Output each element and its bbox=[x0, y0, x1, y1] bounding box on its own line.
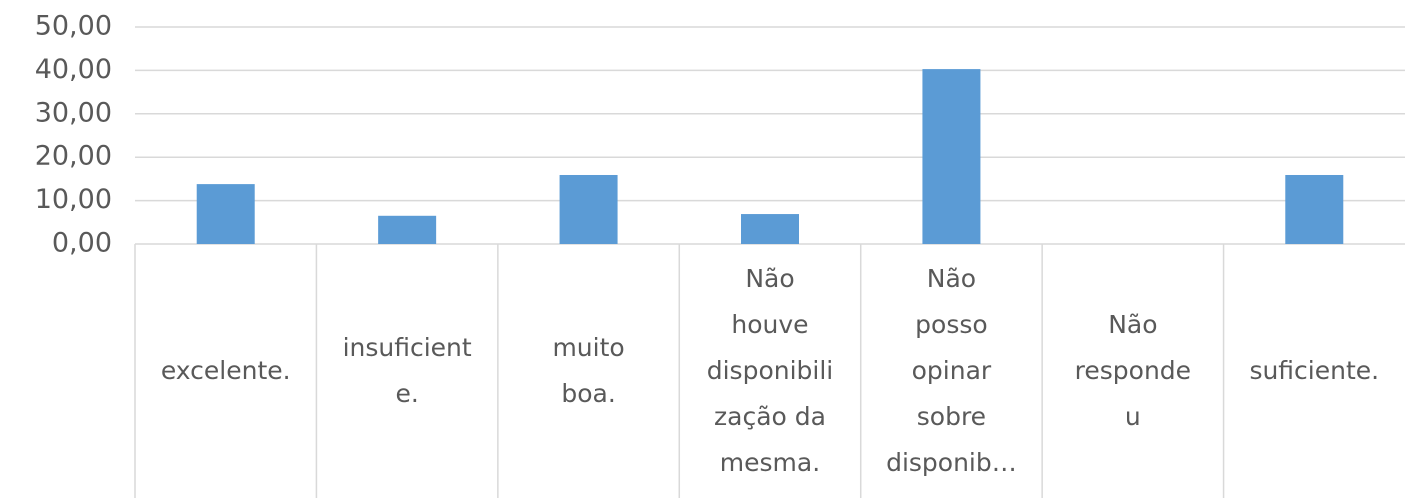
x-tick-label-line: excelente. bbox=[161, 356, 291, 385]
x-tick-label-line: disponib… bbox=[886, 448, 1017, 477]
x-tick-label-line: Não bbox=[1108, 310, 1157, 339]
x-tick-label: excelente. bbox=[161, 356, 291, 385]
x-tick-label: muito boa. bbox=[552, 333, 624, 408]
x-tick-label-line: sobre bbox=[917, 402, 986, 431]
bar bbox=[559, 174, 618, 244]
x-tick-label: Não houve disponibili zação da mesma. bbox=[707, 264, 834, 477]
x-tick-label-line: Não bbox=[927, 264, 976, 293]
y-tick-label: 0,00 bbox=[52, 228, 112, 259]
x-tick-label: Não responde u bbox=[1075, 310, 1191, 431]
y-tick-label: 10,00 bbox=[35, 184, 112, 215]
x-tick-label-line: Não bbox=[745, 264, 794, 293]
x-tick-label-line: houve bbox=[731, 310, 808, 339]
x-tick-label-line: u bbox=[1125, 402, 1141, 431]
bar bbox=[741, 214, 799, 244]
bar bbox=[1285, 174, 1344, 244]
x-tick-label-line: muito bbox=[552, 333, 624, 362]
x-tick-label-line: posso bbox=[915, 310, 988, 339]
y-tick-label: 20,00 bbox=[35, 141, 112, 172]
x-tick-label: Não posso opinar sobre disponib… bbox=[886, 264, 1017, 477]
x-tick-label-line: boa. bbox=[561, 379, 615, 408]
x-tick-label: insuficient e. bbox=[343, 333, 472, 408]
y-tick-label: 40,00 bbox=[35, 54, 112, 85]
x-tick-label: suficiente. bbox=[1249, 356, 1379, 385]
x-tick-label-line: zação da bbox=[714, 402, 826, 431]
x-tick-label-line: suficiente. bbox=[1249, 356, 1379, 385]
bar bbox=[378, 215, 437, 244]
x-tick-label-line: e. bbox=[395, 379, 418, 408]
bar bbox=[196, 184, 255, 244]
y-tick-label: 50,00 bbox=[35, 11, 112, 42]
x-tick-label-line: insuficient bbox=[343, 333, 472, 362]
x-tick-label-line: opinar bbox=[912, 356, 992, 385]
y-tick-label: 30,00 bbox=[35, 97, 112, 128]
x-tick-label-line: responde bbox=[1075, 356, 1191, 385]
x-tick-label-line: disponibili bbox=[707, 356, 834, 385]
x-tick-label-line: mesma. bbox=[720, 448, 820, 477]
bar bbox=[922, 69, 981, 245]
